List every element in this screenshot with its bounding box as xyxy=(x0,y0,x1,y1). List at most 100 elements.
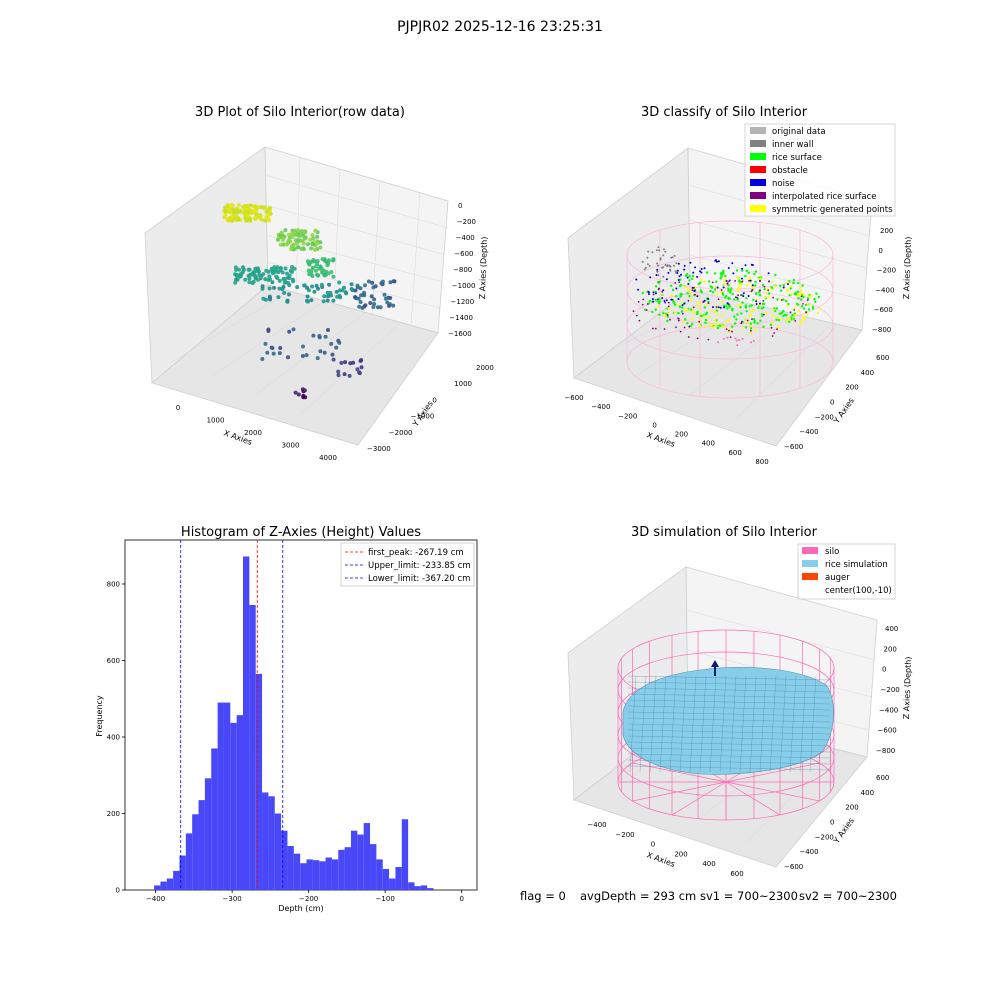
raw-point xyxy=(319,282,324,287)
histogram-bar xyxy=(414,886,421,890)
raw-point xyxy=(263,218,268,223)
classified-point xyxy=(680,301,684,304)
raw-point xyxy=(268,297,273,302)
classified-point xyxy=(719,324,722,327)
classified-point xyxy=(800,320,803,323)
classified-point xyxy=(741,337,744,340)
legend-label: Upper_limit: -233.85 cm xyxy=(368,561,471,571)
classified-point xyxy=(810,294,813,298)
classified-point xyxy=(691,309,695,312)
histogram-bar xyxy=(255,673,263,890)
raw-point xyxy=(302,388,307,393)
raw-point xyxy=(292,266,297,271)
classified-point xyxy=(651,298,654,300)
simulation-y-label: Y Axies xyxy=(831,816,856,846)
raw-point xyxy=(313,247,317,252)
raw-point xyxy=(334,289,339,294)
classified-point xyxy=(690,277,694,281)
classify-z-tick-label: −800 xyxy=(872,326,891,334)
classified-point xyxy=(738,285,741,288)
status-sv2: sv2 = 700~2300 xyxy=(799,889,897,903)
classified-point xyxy=(742,292,745,295)
classified-point xyxy=(670,294,673,297)
y-tick-label: 0 xyxy=(116,887,120,895)
rice-simulation-surface xyxy=(622,667,834,775)
classify-x-tick-label: −400 xyxy=(591,403,610,411)
classified-point xyxy=(749,281,752,284)
classified-point xyxy=(664,301,667,304)
x-tick-label: 0 xyxy=(459,895,463,903)
classified-point xyxy=(794,291,798,294)
classified-point xyxy=(705,303,708,306)
legend-swatch xyxy=(802,560,818,567)
rice-mesh-line xyxy=(627,729,831,735)
raw-point xyxy=(337,340,342,345)
classified-point xyxy=(721,314,724,318)
classified-point xyxy=(803,317,806,321)
raw-point xyxy=(321,299,326,304)
classified-point xyxy=(802,303,804,305)
classified-point xyxy=(763,285,766,288)
classified-point xyxy=(692,271,695,274)
raw-point xyxy=(347,373,352,378)
classified-point xyxy=(645,309,648,311)
classified-point xyxy=(758,291,761,294)
raw-point xyxy=(227,217,232,222)
legend-label: Lower_limit: -367.20 cm xyxy=(368,574,470,584)
raw-point xyxy=(283,266,288,271)
histogram-bar xyxy=(268,796,275,890)
classified-point xyxy=(782,298,785,301)
classified-point xyxy=(677,311,680,315)
legend-swatch xyxy=(750,205,766,212)
classified-point xyxy=(657,298,659,301)
classified-point xyxy=(675,287,678,290)
classified-point xyxy=(654,327,657,330)
classified-point xyxy=(798,322,802,325)
classified-point xyxy=(698,319,702,322)
classified-point xyxy=(648,265,651,267)
classified-point xyxy=(770,326,773,329)
classified-point xyxy=(785,314,788,317)
histogram-bar xyxy=(154,885,161,890)
raw-point xyxy=(307,271,312,276)
classified-point xyxy=(655,249,658,252)
raw-point xyxy=(322,294,327,299)
raw-point xyxy=(296,228,301,233)
rice-mesh-line xyxy=(627,753,831,759)
raw-point xyxy=(270,280,275,285)
raw-point xyxy=(281,242,286,247)
classified-point xyxy=(659,257,662,260)
raw-point xyxy=(257,273,262,277)
classified-point xyxy=(712,291,715,294)
classified-point xyxy=(656,264,659,267)
classified-point xyxy=(739,306,742,309)
classified-point xyxy=(687,288,690,292)
classified-point xyxy=(781,311,784,314)
classified-point xyxy=(782,284,785,287)
classified-point xyxy=(683,264,686,267)
classify-z-tick-label: 0 xyxy=(878,247,882,255)
rice-mesh-line xyxy=(627,711,831,717)
rice-mesh-line xyxy=(709,675,717,773)
raw-z-label: Z Axies (Depth) xyxy=(478,236,489,299)
raw-point xyxy=(369,294,374,299)
classified-point xyxy=(729,291,732,294)
raw-point xyxy=(290,231,295,236)
classified-point xyxy=(690,308,693,311)
legend-swatch xyxy=(802,547,818,554)
legend-label: symmetric generated points xyxy=(772,205,893,215)
raw-point xyxy=(274,267,279,272)
raw-point xyxy=(371,285,376,290)
classified-point xyxy=(713,272,717,275)
classified-point xyxy=(729,328,732,331)
classify-z-tick-label: −200 xyxy=(877,267,896,275)
classified-point xyxy=(656,268,659,271)
raw-point xyxy=(264,297,268,302)
classified-point xyxy=(729,289,732,292)
classified-point xyxy=(785,319,788,323)
classified-point xyxy=(699,302,702,306)
raw-point xyxy=(223,209,228,214)
raw-point xyxy=(343,360,348,365)
raw-point xyxy=(318,349,323,354)
classified-point xyxy=(779,317,782,320)
